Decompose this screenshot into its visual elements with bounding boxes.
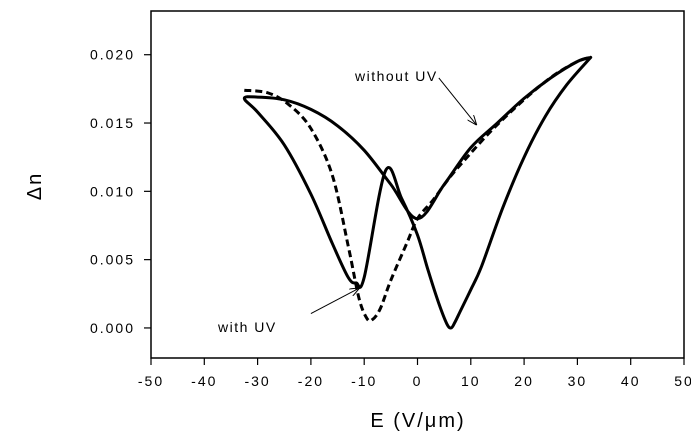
series-line-with-uv xyxy=(244,55,592,323)
y-tick-label: 0.000 xyxy=(90,320,135,336)
x-tick-label: 30 xyxy=(568,373,588,389)
plot-area-frame xyxy=(150,10,685,359)
x-tick-label: 10 xyxy=(461,373,481,389)
annotation-arrow-with-uv xyxy=(310,288,359,315)
x-axis-title: E (V/μm) xyxy=(370,410,465,432)
y-tick-label: 0.015 xyxy=(90,115,135,131)
x-tick-label: -30 xyxy=(244,373,270,389)
x-axis-ticks: -50 -40 -30 -20 -10 0 10 20 30 40 50 xyxy=(138,358,691,389)
x-tick-label: 40 xyxy=(621,373,641,389)
y-axis-ticks: 0.000 0.005 0.010 0.015 0.020 xyxy=(90,47,151,336)
series-layer xyxy=(242,55,593,330)
annotation-arrow-without-uv xyxy=(438,77,476,124)
x-tick-label: -50 xyxy=(138,373,164,389)
y-axis-title: Δn xyxy=(24,172,46,200)
y-tick-label: 0.005 xyxy=(90,252,135,268)
y-tick-label: 0.010 xyxy=(90,183,135,199)
annotation-layer xyxy=(310,77,476,315)
series-line-without-uv xyxy=(242,55,593,330)
x-tick-label: -40 xyxy=(191,373,217,389)
annotation-with-uv: with UV xyxy=(217,319,277,335)
y-tick-label: 0.020 xyxy=(90,47,135,63)
x-tick-label: -10 xyxy=(351,373,377,389)
annotation-without-uv: without UV xyxy=(354,68,438,84)
x-tick-label: 50 xyxy=(674,373,691,389)
x-tick-label: -20 xyxy=(298,373,324,389)
x-tick-label: 0 xyxy=(413,373,423,389)
x-tick-label: 20 xyxy=(514,373,534,389)
